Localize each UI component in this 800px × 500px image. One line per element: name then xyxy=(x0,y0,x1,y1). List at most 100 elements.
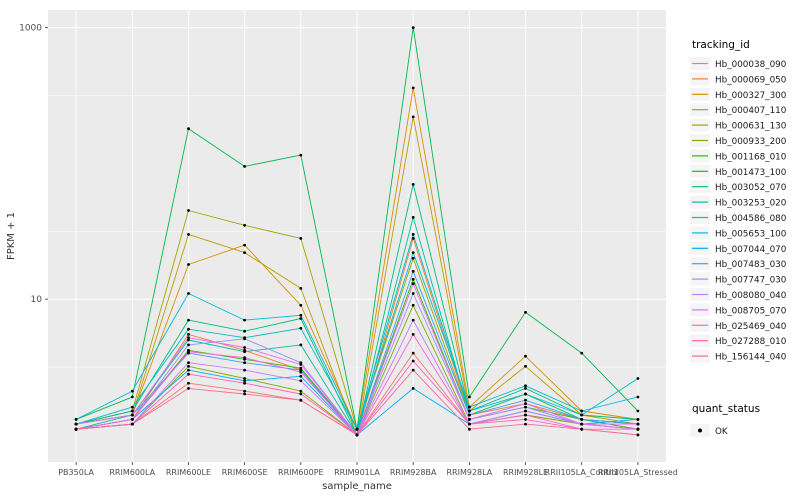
data-point xyxy=(130,395,134,399)
data-point xyxy=(411,303,415,307)
data-point xyxy=(299,374,303,378)
data-point xyxy=(187,368,190,372)
data-point xyxy=(524,364,527,368)
data-point xyxy=(299,287,303,290)
x-tick-label: RRIM928LA xyxy=(446,468,492,477)
data-point xyxy=(187,233,190,236)
quant-legend-point-marker xyxy=(698,428,702,433)
data-point xyxy=(243,346,247,349)
legend-item: Hb_025469_040 xyxy=(690,318,787,332)
legend-item: Hb_027288_010 xyxy=(690,334,787,348)
data-point xyxy=(187,263,190,266)
data-point xyxy=(411,26,415,29)
data-point xyxy=(580,413,584,417)
data-point xyxy=(524,392,527,396)
data-point xyxy=(299,317,303,320)
data-point xyxy=(636,433,640,437)
data-point xyxy=(187,333,190,336)
data-point xyxy=(411,237,415,240)
data-point xyxy=(636,395,640,399)
data-point xyxy=(524,405,527,409)
data-point xyxy=(243,251,247,255)
data-point xyxy=(243,368,247,372)
data-point xyxy=(411,318,415,322)
legend-item: Hb_000631_130 xyxy=(690,118,787,132)
data-point xyxy=(524,387,527,390)
data-point xyxy=(187,338,190,342)
legend-item: Hb_008705_070 xyxy=(690,303,787,317)
legend-label: Hb_003052_070 xyxy=(715,183,787,193)
data-point xyxy=(187,343,190,347)
x-tick-label: RRIM600LE xyxy=(166,468,211,477)
data-point xyxy=(411,282,415,286)
data-point xyxy=(580,351,584,355)
legend-label: Hb_007044_070 xyxy=(715,245,787,255)
y-tick-label: 1000 xyxy=(19,24,42,34)
data-point xyxy=(74,418,78,421)
legend-label: Hb_003253_020 xyxy=(715,199,787,209)
data-point xyxy=(524,409,527,413)
data-point xyxy=(243,318,247,322)
data-point xyxy=(243,379,247,383)
data-point xyxy=(74,422,78,426)
legend-item: Hb_000038_090 xyxy=(690,57,787,70)
data-point xyxy=(411,359,415,363)
data-point xyxy=(74,427,78,431)
data-point xyxy=(243,361,247,365)
data-point xyxy=(524,418,527,421)
data-point xyxy=(411,216,415,219)
legend-label: Hb_027288_010 xyxy=(715,337,787,347)
data-point xyxy=(187,327,190,331)
data-point xyxy=(411,387,415,390)
data-point xyxy=(636,377,640,380)
data-point xyxy=(299,389,303,393)
legend-item: Hb_000933_200 xyxy=(690,134,787,147)
data-point xyxy=(187,350,190,354)
data-point xyxy=(580,409,584,413)
data-point xyxy=(299,370,303,374)
legend-label: Hb_000327_300 xyxy=(715,91,787,101)
legend-item: Hb_000069_050 xyxy=(690,72,787,86)
legend-item: Hb_156144_040 xyxy=(690,349,787,363)
legend-label: Hb_000407_110 xyxy=(715,106,787,116)
data-point xyxy=(411,368,415,372)
legend-label: Hb_008080_040 xyxy=(715,291,787,301)
data-point xyxy=(580,422,584,426)
data-point xyxy=(524,384,527,388)
data-point xyxy=(243,389,247,393)
data-point xyxy=(243,165,247,168)
legend-title-tracking-id: tracking_id xyxy=(692,39,750,51)
legend-item: Hb_007483_030 xyxy=(690,257,787,271)
data-point xyxy=(299,379,303,383)
legend-label: Hb_001168_010 xyxy=(715,152,787,162)
data-point xyxy=(468,427,471,431)
data-point xyxy=(636,418,640,421)
x-tick-label: RRII105LA_Stressed xyxy=(598,468,678,477)
data-point xyxy=(468,405,471,409)
x-tick-label: RRIM600PE xyxy=(278,468,324,477)
legend-item: Hb_004586_080 xyxy=(690,211,787,224)
data-point xyxy=(411,183,415,186)
data-point xyxy=(580,418,584,421)
data-point xyxy=(130,389,134,393)
data-point xyxy=(411,351,415,355)
data-point xyxy=(299,153,303,157)
x-tick-label: RRII105LA_Control xyxy=(545,468,619,477)
data-point xyxy=(243,223,247,227)
data-point xyxy=(187,209,190,212)
data-point xyxy=(130,418,134,421)
data-point xyxy=(411,256,415,260)
data-point xyxy=(468,422,471,426)
data-point xyxy=(468,409,471,413)
legend-label: Hb_007483_030 xyxy=(715,260,787,270)
legend-item: Hb_003052_070 xyxy=(690,180,787,194)
data-point xyxy=(187,372,190,376)
data-point xyxy=(524,398,527,402)
data-point xyxy=(299,313,303,317)
data-point xyxy=(299,303,303,307)
data-point xyxy=(580,427,584,431)
legend-item: Hb_000327_300 xyxy=(690,87,787,101)
data-point xyxy=(299,363,303,366)
